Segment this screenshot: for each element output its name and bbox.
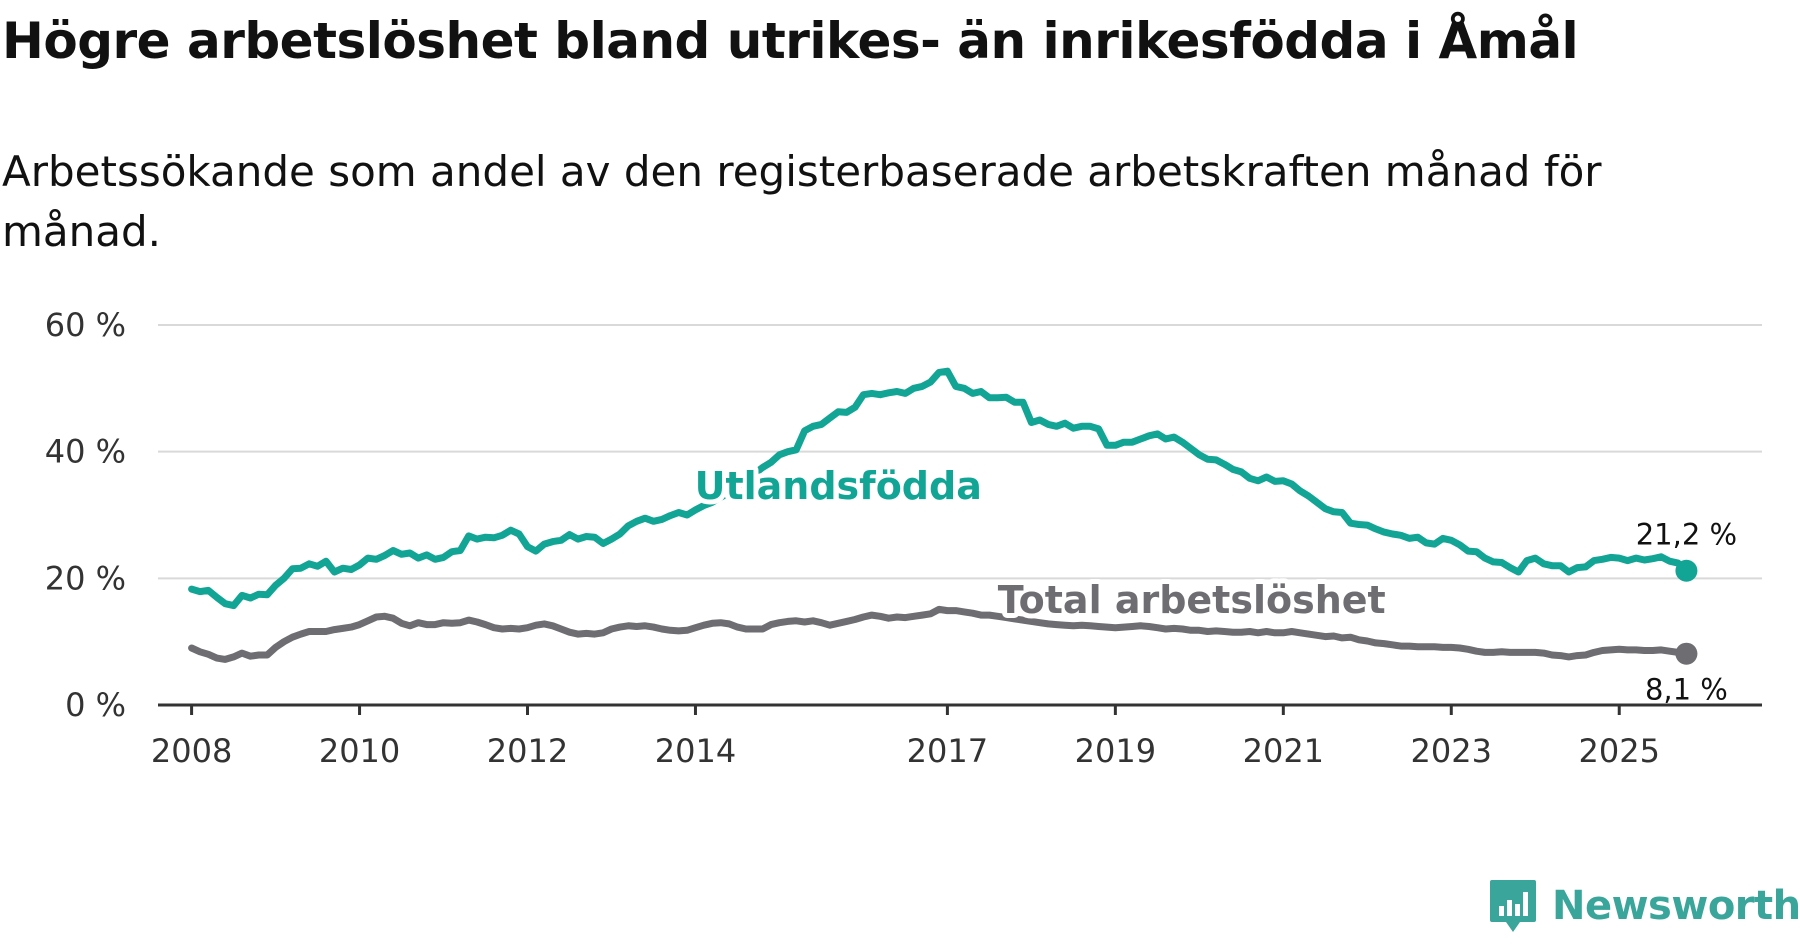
- series-name-label: Total arbetslöshet: [998, 578, 1386, 622]
- series-lines: [188, 367, 1698, 665]
- x-tick-label: 2017: [907, 732, 988, 770]
- grid-lines: [158, 324, 1762, 580]
- series-end-marker: [1675, 642, 1698, 665]
- y-tick-label: 40 %: [45, 433, 126, 471]
- x-tick-label: 2014: [655, 732, 736, 770]
- newsworthy-logo-icon: [1490, 880, 1536, 932]
- x-tick-label: 2012: [487, 732, 568, 770]
- newsworthy-logo: Newsworthy: [1488, 880, 1800, 932]
- x-tick-label: 2010: [319, 732, 400, 770]
- series-name-label: Utlandsfödda: [695, 464, 982, 508]
- series-labels: 21,2 % 8,1 % Utlandsfödda Total arbetslöshe…: [690, 459, 1737, 707]
- x-tick-label: 2021: [1243, 732, 1324, 770]
- series-end-value-label: 8,1 %: [1645, 673, 1728, 707]
- series-line-total: [188, 605, 1690, 663]
- x-tick-label: 2019: [1075, 732, 1156, 770]
- series-end-value-label: 21,2 %: [1636, 518, 1737, 552]
- x-axis-ticks: 2008 2010 2012 2014 2017 2019 2021 2023 2025: [151, 705, 1660, 770]
- y-tick-label: 20 %: [45, 559, 126, 597]
- chart-title: Högre arbetslöshet bland utrikes- än inr…: [2, 12, 1579, 70]
- x-tick-label: 2025: [1579, 732, 1660, 770]
- chart-subtitle: Arbetssökande som andel av den registerb…: [2, 147, 1602, 256]
- x-tick-label: 2008: [151, 732, 232, 770]
- y-axis-ticks: 0 % 20 % 40 % 60 %: [45, 306, 126, 724]
- y-tick-label: 0 %: [65, 686, 126, 724]
- brand-name: Newsworthy: [1552, 883, 1800, 929]
- x-tick-label: 2023: [1411, 732, 1492, 770]
- series-line-utlandsfodda: [188, 367, 1690, 610]
- series-end-marker: [1675, 559, 1698, 582]
- y-tick-label: 60 %: [45, 306, 126, 344]
